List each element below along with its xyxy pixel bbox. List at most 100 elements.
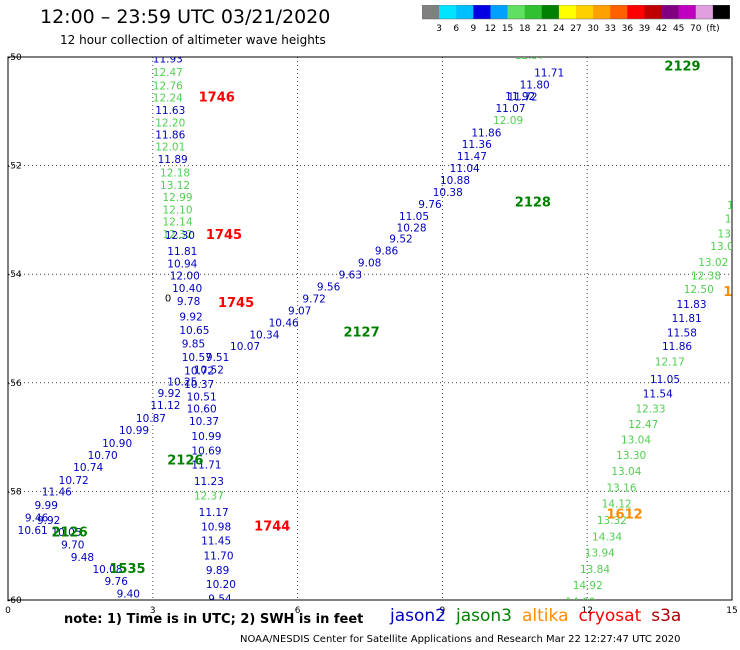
colorbar-label: 3 — [436, 24, 442, 34]
wave-height-label: 10.52 — [194, 365, 224, 377]
colorbar-label: 6 — [453, 24, 459, 34]
wave-height-label: 12.20 — [155, 118, 185, 130]
wave-height-label: 9.48 — [71, 552, 94, 564]
wave-height-label: 13.04 — [611, 466, 641, 478]
colorbar-label: 45 — [673, 24, 684, 34]
plot-frame — [7, 56, 733, 601]
wave-height-label: 8.92 — [182, 637, 205, 649]
wave-height-label: 14.12 — [602, 499, 632, 511]
wave-height-label: 13. — [727, 200, 740, 212]
wave-height-label: 10.87 — [136, 413, 166, 425]
legend-item-s3a: s3a — [651, 606, 682, 626]
wave-height-label: 13.30 — [616, 450, 646, 462]
y-tick-label: -54 — [7, 270, 22, 280]
wave-height-label: 14.09 — [565, 596, 595, 608]
wave-height-label: 10.88 — [440, 175, 470, 187]
color-swatch — [712, 5, 730, 19]
wave-height-label: 12.09 — [493, 115, 523, 127]
wave-height-label: 10.05 — [51, 527, 81, 539]
colorbar-label: 36 — [622, 24, 634, 34]
wave-height-label: 9.46 — [25, 512, 49, 524]
wave-height-label: 10.99 — [119, 425, 149, 437]
color-swatch — [456, 5, 474, 19]
wave-height-label: 11.47 — [457, 151, 487, 163]
wave-height-label: 9.63 — [339, 270, 362, 282]
pass-number-label: 1746 — [199, 91, 235, 106]
wave-height-label: 11.04 — [450, 163, 480, 175]
wave-height-label: 10.25 — [167, 377, 197, 389]
wave-height-label: 13.15 — [539, 14, 569, 26]
y-tick-label: -52 — [7, 162, 22, 172]
color-swatch — [610, 5, 628, 19]
colorbar-frame — [422, 5, 730, 20]
wave-height-label: 13.84 — [580, 564, 610, 576]
wave-height-label: 12.32 — [162, 229, 192, 241]
wave-height-label: 9.52 — [389, 234, 412, 246]
wave-height-label: 10.37 — [184, 379, 214, 391]
wave-height-label: 11.89 — [158, 154, 188, 166]
pass-number-label: 1744 — [254, 519, 290, 534]
x-tick-label: 15 — [726, 606, 737, 616]
wave-height-label: 10.37 — [189, 416, 219, 428]
wave-height-label: 10.69 — [191, 445, 221, 457]
wave-height-label: 12.76 — [524, 38, 554, 50]
color-swatch — [627, 5, 645, 19]
pass-number-label: 2128 — [515, 195, 551, 210]
wave-height-label: 9.54 — [208, 594, 232, 606]
legend-item-jason2: jason2 — [390, 606, 446, 626]
wave-height-label: 10.70 — [88, 450, 118, 462]
color-swatch — [558, 5, 577, 19]
wave-height-label: 11.92 — [505, 91, 535, 103]
pass-number-label: 2127 — [343, 326, 379, 341]
wave-height-label: 12.17 — [655, 356, 685, 368]
colorbar-label: 39 — [639, 24, 651, 34]
wave-height-label: 12.54 — [551, 2, 581, 14]
x-tick-label: 6 — [295, 606, 301, 616]
x-tick-label: 9 — [440, 606, 446, 616]
x-tick-label: 12 — [581, 606, 592, 616]
wave-height-label: 10.40 — [172, 283, 202, 295]
wave-height-label: 9.92 — [37, 515, 60, 527]
wave-height-label: 9.70 — [61, 539, 84, 551]
x-tick-label: 3 — [150, 606, 156, 616]
colorbar-label: 33 — [604, 24, 615, 34]
wave-height-label: 13.32 — [597, 515, 627, 527]
wave-height-label: 9.08 — [358, 258, 381, 270]
color-swatch — [576, 5, 594, 19]
wave-height-label: 11.71 — [534, 68, 564, 80]
wave-height-label: 9.82 — [216, 636, 239, 648]
wave-height-label: 9.92 — [158, 388, 181, 400]
wave-height-label: 12.57 — [515, 50, 545, 62]
colorbar-label: 30 — [587, 24, 599, 34]
wave-height-label: 10.20 — [206, 579, 236, 591]
wave-height-label: 12.88 — [556, 0, 586, 2]
colorbar-label: 27 — [570, 24, 581, 34]
y-tick-label: -56 — [7, 379, 22, 389]
wave-height-label: 14.92 — [573, 580, 603, 592]
wave-height-label: 13.04 — [621, 435, 651, 447]
wave-height-label: 13.04 — [710, 241, 740, 253]
wave-height-label: 13.16 — [607, 482, 637, 494]
y-tick-label: -58 — [7, 487, 22, 497]
color-swatch — [524, 5, 543, 19]
wave-height-label: 11.45 — [201, 536, 231, 548]
wave-height-label: 11.07 — [495, 103, 525, 115]
wave-height-label: 9.92 — [179, 311, 202, 323]
satellite-legend: jason2 jason3 altika cryosat s3a — [390, 606, 691, 626]
wave-height-label: 14.34 — [592, 531, 622, 543]
colorbar-label: 9 — [470, 24, 476, 34]
wave-height-label: 12.33 — [635, 404, 665, 416]
wave-height-label: 12.76 — [153, 81, 183, 93]
colorbar-label: (ft) — [706, 24, 720, 34]
wave-height-label: 9.99 — [35, 500, 58, 512]
wave-height-label: 12.14 — [162, 216, 192, 228]
color-swatch — [593, 5, 611, 19]
wave-height-label: 10.74 — [73, 462, 103, 474]
wave-height-label: 9.76 — [418, 199, 442, 211]
wave-height-label: 9.76 — [105, 576, 129, 588]
wave-height-label: 11.05 — [399, 211, 429, 223]
wave-height-label: 9.40 — [117, 588, 140, 600]
wave-height-label: 11.83 — [676, 299, 706, 311]
wave-height-label: 11.81 — [167, 246, 197, 258]
